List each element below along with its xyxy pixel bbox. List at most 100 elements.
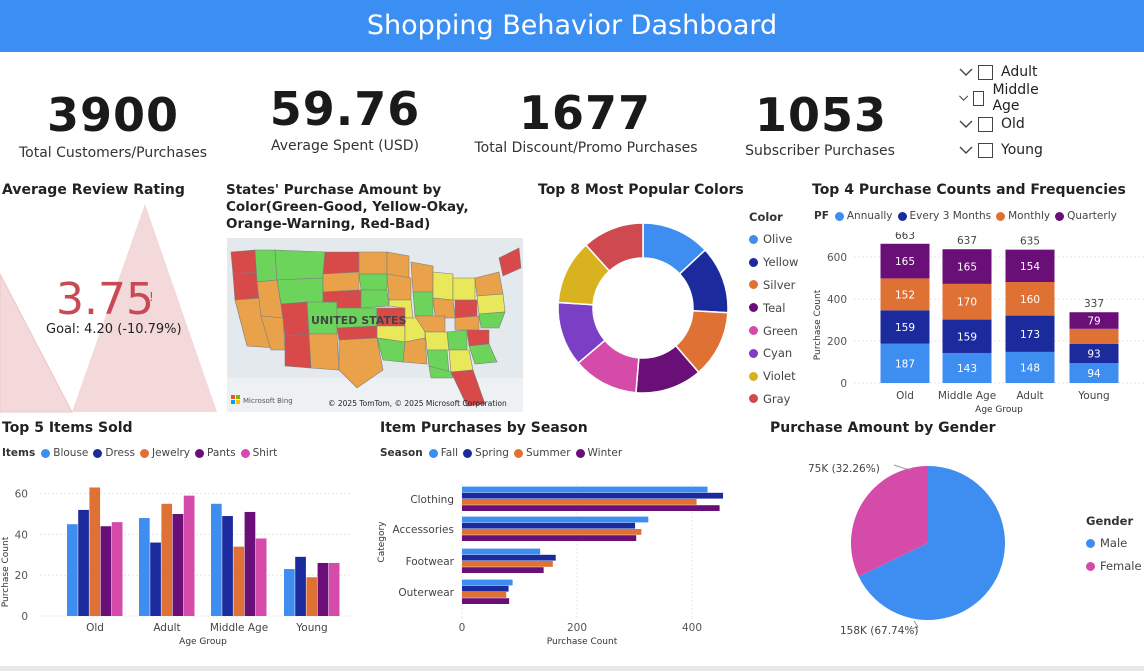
season-legend: Season Fall Spring Summer Winter	[380, 447, 627, 459]
bar	[462, 529, 642, 535]
leader-line	[909, 620, 919, 630]
bar	[78, 509, 89, 616]
legend-item[interactable]: Gray	[749, 388, 798, 411]
legend-item[interactable]: Fall	[428, 447, 459, 459]
x-tick-label: Young	[1077, 390, 1109, 402]
legend-label: Cyan	[763, 346, 793, 361]
legend-item[interactable]: Blouse	[41, 447, 88, 459]
data-label: 159	[895, 322, 915, 334]
legend-label: Blouse	[53, 447, 89, 459]
bar	[183, 495, 195, 616]
kpi-discount-purchases-label: Total Discount/Promo Purchases	[474, 140, 698, 156]
map-title-line: Orange-Warning, Red-Bad)	[226, 216, 431, 232]
gender-legend: Gender Male Female	[1086, 514, 1142, 578]
legend-item[interactable]: Shirt	[240, 447, 277, 459]
data-label: 173	[1020, 329, 1040, 341]
colors-donut-chart[interactable]	[553, 218, 733, 398]
bar	[284, 569, 295, 616]
legend-item[interactable]: Annually	[834, 210, 893, 222]
gender-pie-chart[interactable]: 75K (32.26%) 158K (67.74%)	[770, 445, 1144, 660]
y-tick-label: 60	[15, 489, 28, 501]
legend-item[interactable]: Winter	[575, 447, 623, 459]
bar	[462, 548, 541, 555]
legend-marker	[195, 448, 205, 458]
pie-slice	[851, 466, 928, 577]
map-attribution: © 2025 TomTom, © 2025 Microsoft Corporat…	[328, 399, 507, 408]
legend-label: Silver	[763, 277, 796, 292]
legend-marker	[996, 211, 1006, 221]
legend-label: Fall	[440, 447, 459, 459]
legend-marker	[1086, 561, 1095, 571]
legend-item[interactable]: Green	[749, 319, 798, 342]
legend-item[interactable]: Jewelry	[139, 447, 190, 459]
frequency-stacked-bar-chart[interactable]: 0 200 400 600 Purchase Count 187 159 152 165 663 O…	[808, 232, 1144, 416]
legend-label: Summer	[525, 447, 571, 459]
slicer-item-middle-age[interactable]: Middle Age	[958, 82, 1047, 114]
legend-marker	[749, 348, 758, 358]
y-tick-label: 0	[21, 611, 28, 623]
legend-marker	[749, 234, 758, 244]
legend-item[interactable]: Teal	[749, 296, 798, 319]
season-horizontal-bar-chart[interactable]: 0 200 400 Purchase Count Category Clothing Acc…	[376, 470, 746, 652]
legend-item[interactable]: Violet	[749, 365, 798, 388]
y-axis-label: Category	[377, 521, 387, 563]
legend-item[interactable]: Quarterly	[1055, 210, 1117, 222]
us-map[interactable]: UNITED STATES Microsoft Bing © 2025 TomT…	[227, 238, 523, 412]
bar	[222, 516, 233, 616]
bar	[244, 511, 256, 616]
bar	[462, 522, 636, 529]
bar	[100, 526, 112, 616]
checkbox[interactable]	[973, 90, 985, 106]
legend-item[interactable]: Every 3 Months	[897, 210, 991, 222]
legend-item[interactable]: Dress	[93, 447, 135, 459]
stacked-bar-segment	[1069, 312, 1119, 329]
legend-item[interactable]: Pants	[195, 447, 236, 459]
chevron-down-icon[interactable]	[958, 90, 969, 106]
legend-item[interactable]: Summer	[513, 447, 571, 459]
checkbox[interactable]	[978, 116, 993, 132]
map-title-line: Color(Green-Good, Yellow-Okay,	[226, 199, 469, 215]
y-tick-label: Outerwear	[398, 587, 454, 599]
stacked-bar-segment	[880, 243, 930, 279]
data-label: 160	[1020, 294, 1040, 306]
chevron-down-icon[interactable]	[958, 142, 974, 158]
total-label: 635	[1020, 236, 1040, 248]
slicer-item-young[interactable]: Young	[958, 140, 1043, 160]
bar	[462, 592, 507, 598]
bar	[462, 499, 697, 505]
legend-label: Male	[1100, 536, 1128, 551]
legend-item[interactable]: Spring	[463, 447, 509, 459]
legend-item[interactable]: Silver	[749, 274, 798, 297]
legend-marker	[749, 326, 758, 336]
legend-title: Color	[749, 210, 783, 224]
bing-label: Microsoft Bing	[243, 397, 293, 405]
legend-label: Winter	[587, 447, 623, 459]
checkbox[interactable]	[978, 64, 993, 80]
legend-item[interactable]: Cyan	[749, 342, 798, 365]
x-axis-label: Purchase Count	[547, 637, 618, 647]
slicer-item-old[interactable]: Old	[958, 114, 1025, 134]
legend-marker	[749, 394, 758, 404]
items-clustered-bar-chart[interactable]: 0 20 40 60 Purchase Count Old Adult Middle Age Y…	[0, 470, 350, 652]
stacked-bar-segment	[1005, 351, 1055, 383]
legend-item[interactable]: Male	[1086, 532, 1142, 555]
legend-title: Season	[380, 447, 423, 459]
legend-marker	[463, 448, 473, 458]
slicer-item-adult[interactable]: Adult	[958, 62, 1037, 82]
legend-item[interactable]: Olive	[749, 228, 798, 251]
legend-title: Gender	[1086, 514, 1134, 528]
stacked-bar-segment	[880, 278, 930, 311]
legend-label: Annually	[846, 210, 893, 222]
checkbox[interactable]	[978, 142, 993, 158]
bar	[89, 487, 101, 616]
colors-chart-title: Top 8 Most Popular Colors	[538, 182, 744, 198]
chevron-down-icon[interactable]	[958, 64, 974, 80]
data-label: 152	[895, 289, 915, 301]
legend-item[interactable]: Yellow	[749, 251, 798, 274]
review-rating-title: Average Review Rating	[2, 182, 185, 198]
data-label: 143	[957, 363, 977, 375]
stacked-bar-segment	[1005, 249, 1055, 282]
legend-item[interactable]: Monthly	[996, 210, 1050, 222]
chevron-down-icon[interactable]	[958, 116, 974, 132]
legend-item[interactable]: Female	[1086, 555, 1142, 578]
